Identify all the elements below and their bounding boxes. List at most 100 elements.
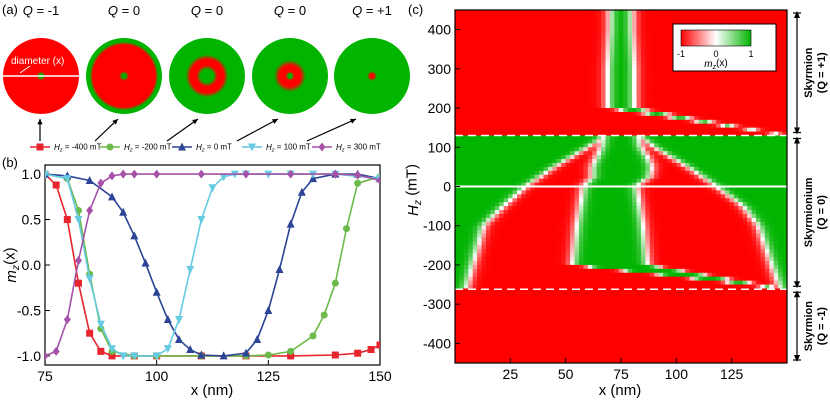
heatmap-cell <box>592 179 597 184</box>
heatmap-cell <box>667 257 672 262</box>
heatmap-cell <box>579 139 584 144</box>
heatmap-cell <box>583 249 588 254</box>
heatmap-cell <box>690 218 695 223</box>
heatmap-cell <box>690 147 695 152</box>
heatmap-cell <box>619 139 624 144</box>
heatmap-cell <box>539 210 544 215</box>
heatmap-cell <box>575 163 580 168</box>
heatmap-cell <box>729 18 734 23</box>
heatmap-cell <box>473 77 478 82</box>
heatmap-cell <box>641 222 646 227</box>
heatmap-cell <box>521 61 526 66</box>
heatmap-cell <box>752 155 757 160</box>
heatmap-cell <box>654 37 659 42</box>
heatmap-cell <box>752 190 757 195</box>
heatmap-cell <box>601 226 606 231</box>
heatmap-cell <box>694 234 699 239</box>
heatmap-cell <box>588 167 593 172</box>
heatmap-cell <box>774 96 779 101</box>
arrow-head <box>37 119 42 124</box>
heatmap-cell <box>734 194 739 199</box>
heatmap-cell <box>499 190 504 195</box>
heatmap-cell <box>570 214 575 219</box>
heatmap-cell <box>628 57 633 62</box>
heatmap-cell <box>521 26 526 31</box>
heatmap-cell <box>570 155 575 160</box>
heatmap-cell <box>725 198 730 203</box>
heatmap-cell <box>468 81 473 86</box>
heatmap-cell <box>650 249 655 254</box>
heatmap-cell <box>650 139 655 144</box>
heatmap-cell <box>752 112 757 117</box>
heatmap-cell <box>769 210 774 215</box>
heatmap-cell <box>729 198 734 203</box>
heatmap-cell <box>539 167 544 172</box>
heatmap-cell <box>504 88 509 93</box>
heatmap-cell <box>698 100 703 105</box>
heatmap-cell <box>575 100 580 105</box>
heatmap-cell <box>561 37 566 42</box>
heatmap-cell <box>619 155 624 160</box>
heatmap-cell <box>504 139 509 144</box>
heatmap-cell <box>698 190 703 195</box>
heatmap-cell <box>455 210 460 215</box>
heatmap-cell <box>535 14 540 19</box>
heatmap-cell <box>495 202 500 207</box>
heatmap-cell <box>579 37 584 42</box>
heatmap-cell <box>557 143 562 148</box>
heatmap-cell <box>513 171 518 176</box>
y-tick-label-b: -0.5 <box>17 302 41 318</box>
heatmap-cell <box>614 175 619 180</box>
heatmap-cell <box>703 77 708 82</box>
heatmap-cell <box>459 26 464 31</box>
heatmap-cell <box>544 53 549 58</box>
heatmap-cell <box>592 65 597 70</box>
heatmap-cell <box>552 139 557 144</box>
heatmap-cell <box>698 124 703 129</box>
heatmap-cell <box>606 210 611 215</box>
heatmap-cell <box>645 120 650 125</box>
heatmap-cell <box>601 45 606 50</box>
heatmap-cell <box>459 85 464 90</box>
heatmap-cell <box>504 198 509 203</box>
heatmap-cell <box>526 234 531 239</box>
heatmap-cell <box>495 198 500 203</box>
heatmap-cell <box>477 96 482 101</box>
heatmap-cell <box>623 49 628 54</box>
heatmap-cell <box>477 202 482 207</box>
heatmap-cell <box>459 22 464 27</box>
heatmap-cell <box>681 230 686 235</box>
heatmap-cell <box>752 124 757 129</box>
heatmap-cell <box>548 226 553 231</box>
heatmap-cell <box>729 167 734 172</box>
heatmap-cell <box>583 73 588 78</box>
heatmap-cell <box>729 108 734 113</box>
heatmap-cell <box>557 73 562 78</box>
heatmap-cell <box>681 120 686 125</box>
heatmap-cell <box>747 120 752 125</box>
heatmap-cell <box>499 100 504 105</box>
data-point <box>332 280 339 287</box>
heatmap-cell <box>592 210 597 215</box>
heatmap-cell <box>601 88 606 93</box>
heatmap-cell <box>592 230 597 235</box>
heatmap-cell <box>570 179 575 184</box>
heatmap-cell <box>566 26 571 31</box>
heatmap-cell <box>765 222 770 227</box>
heatmap-cell <box>698 81 703 86</box>
heatmap-cell <box>641 30 646 35</box>
heatmap-cell <box>544 61 549 66</box>
heatmap-cell <box>721 77 726 82</box>
heatmap-cell <box>703 159 708 164</box>
heatmap-cell <box>495 249 500 254</box>
heatmap-cell <box>583 218 588 223</box>
heatmap-cell <box>703 234 708 239</box>
heatmap-cell <box>548 179 553 184</box>
heatmap-cell <box>477 120 482 125</box>
heatmap-cell <box>756 73 761 78</box>
heatmap-cell <box>707 143 712 148</box>
heatmap-cell <box>517 253 522 258</box>
heatmap-cell <box>632 179 637 184</box>
data-point <box>164 345 172 353</box>
heatmap-cell <box>747 163 752 168</box>
